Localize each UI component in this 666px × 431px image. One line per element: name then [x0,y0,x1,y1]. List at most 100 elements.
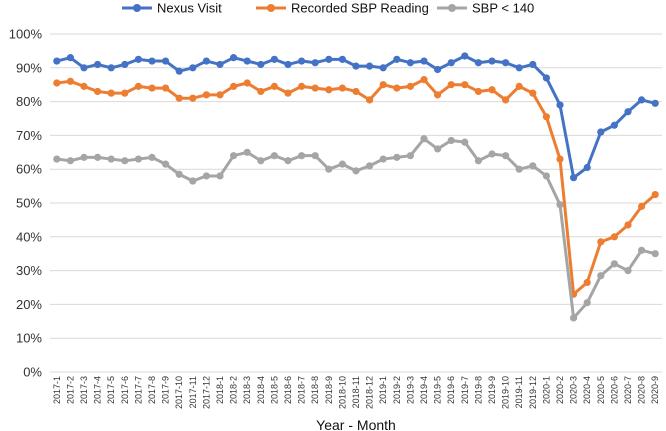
data-point [94,60,102,69]
data-point [121,157,129,165]
data-point [366,62,374,70]
data-point [610,121,619,129]
data-point [148,84,156,92]
data-point [107,64,115,72]
data-point [583,278,591,287]
data-point [406,59,414,67]
data-point [624,267,632,275]
data-point [270,82,278,90]
data-point [148,153,156,161]
data-point [53,57,61,65]
x-tick-label: 2017-11 [188,376,198,408]
x-tick-label: 2017-8 [147,376,157,404]
x-tick-label: 2020-8 [637,376,647,404]
data-point [597,238,605,246]
data-point [556,101,564,109]
legend-item: SBP < 140 [437,1,534,16]
x-tick-label: 2019-7 [460,376,470,404]
data-point [515,64,523,72]
legend-item: Nexus Visit [122,1,222,16]
x-tick-label: 2019-4 [419,376,429,404]
y-tick-label: 90% [16,60,42,75]
data-point [447,59,455,67]
data-point [488,57,496,65]
data-point [202,57,210,65]
data-point [325,165,333,173]
data-point [311,59,319,67]
data-point [583,299,591,307]
x-tick-label: 2018-9 [324,376,334,404]
data-point [80,82,88,90]
data-point [243,148,251,156]
y-tick-label: 0% [23,365,42,380]
data-point [406,152,414,160]
data-point [284,89,292,97]
data-point [352,87,360,96]
y-tick-label: 80% [16,94,42,109]
y-tick-label: 40% [16,229,42,244]
data-point [338,55,346,63]
data-point [352,62,360,70]
x-tick-label: 2019-3 [405,376,415,404]
data-point [624,221,632,229]
data-point [379,64,387,72]
data-point [379,155,387,163]
data-point [66,77,74,85]
data-point [216,172,224,180]
data-point [502,59,510,67]
y-tick-label: 60% [16,162,42,177]
data-point [257,60,265,69]
x-tick-label: 2018-6 [283,376,293,404]
x-tick-label: 2017-7 [133,376,143,404]
data-point [488,86,496,94]
x-tick-label: 2019-9 [487,376,497,404]
data-point [202,172,210,180]
data-point [393,55,401,63]
x-tick-label: 2019-11 [514,376,524,408]
x-tick-label: 2020-5 [596,376,606,404]
x-tick-label: 2017-9 [161,376,171,404]
data-point [270,152,278,160]
data-point [502,152,510,160]
data-point [189,177,197,185]
data-point [529,162,537,170]
y-tick-label: 70% [16,128,42,143]
data-point [556,201,564,209]
y-tick-label: 100% [9,27,43,42]
x-tick-label: 2018-3 [242,376,252,404]
data-point [243,79,251,87]
data-point [243,57,251,65]
data-point [610,260,619,268]
data-point [610,233,619,241]
series-recorded-sbp-reading [53,76,659,298]
x-tick-label: 2019-1 [378,376,388,404]
x-tick-label: 2020-6 [609,376,619,404]
data-point [216,60,224,69]
data-point [542,172,551,180]
data-point [447,136,455,145]
data-point [230,82,238,90]
data-point [162,84,170,92]
x-tick-label: 2017-12 [201,376,211,409]
data-point [325,86,333,94]
x-tick-label: 2017-2 [65,376,75,404]
legend-marker [133,4,141,12]
data-point [66,54,74,62]
data-point [420,57,428,65]
y-tick-label: 30% [16,263,42,278]
x-axis-title: Year - Month [316,417,396,431]
data-point [338,160,346,168]
data-point [202,91,210,99]
data-point [66,157,74,165]
data-point [366,162,374,170]
data-point [216,91,224,99]
series-line [55,137,657,320]
y-tick-label: 10% [16,331,42,346]
x-tick-label: 2017-6 [120,376,130,404]
data-point [189,94,197,102]
x-tick-label: 2017-1 [52,376,62,404]
legend-label: Nexus Visit [157,1,222,16]
data-point [651,250,659,258]
data-point [393,84,401,92]
data-point [379,81,387,89]
